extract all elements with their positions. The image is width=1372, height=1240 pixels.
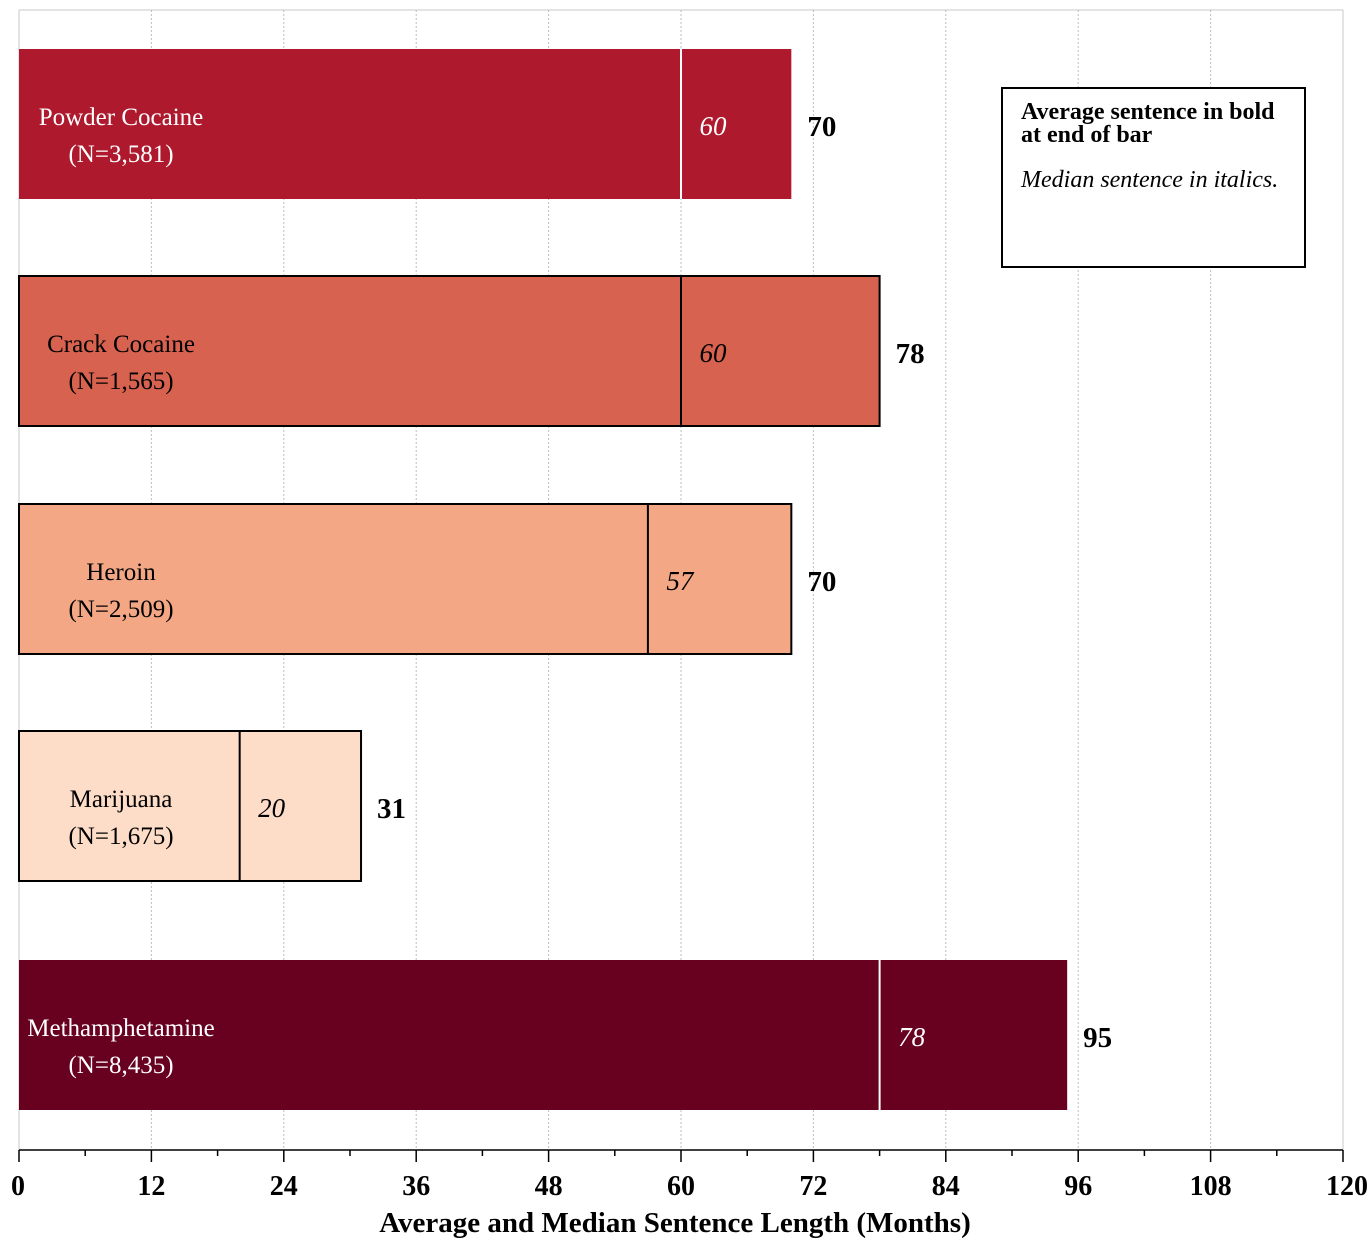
median-value-label: 57 bbox=[666, 566, 695, 596]
x-tick-label: 12 bbox=[137, 1171, 165, 1202]
bar-n-label: (N=2,509) bbox=[68, 596, 173, 623]
bar-group: Crack Cocaine (N=1,565) 60 78 bbox=[18, 275, 925, 427]
average-value-label: 31 bbox=[377, 793, 406, 825]
legend-note-box: Average sentence in bold at end of bar M… bbox=[1001, 87, 1306, 268]
median-value-label: 60 bbox=[700, 338, 728, 368]
average-value-label: 95 bbox=[1083, 1022, 1112, 1054]
x-axis: 0 12 24 36 48 60 72 84 96 108 120 bbox=[11, 1149, 1368, 1202]
bar-category-label: Powder Cocaine bbox=[39, 104, 204, 131]
x-tick-label: 24 bbox=[270, 1171, 298, 1202]
bar-group: Powder Cocaine (N=3,581) 60 70 bbox=[19, 49, 836, 199]
bar-group: Marijuana (N=1,675) 20 31 bbox=[18, 730, 406, 882]
x-tick-label: 0 bbox=[11, 1171, 25, 1202]
bar bbox=[18, 730, 363, 882]
bar bbox=[18, 275, 881, 427]
bars: Powder Cocaine (N=3,581) 60 70 Crack Cocaine… bbox=[18, 49, 1112, 1110]
bar-category-label: Heroin bbox=[86, 559, 156, 586]
average-value-label: 78 bbox=[896, 338, 925, 370]
bar-n-label: (N=3,581) bbox=[68, 141, 173, 168]
x-tick-label: 96 bbox=[1064, 1171, 1092, 1202]
bar bbox=[19, 960, 1068, 1110]
bar-n-label: (N=1,675) bbox=[68, 823, 173, 850]
x-axis-title: Average and Median Sentence Length (Mont… bbox=[379, 1207, 971, 1239]
average-note: Average sentence in bold at end of bar bbox=[1021, 99, 1275, 148]
x-tick-label: 72 bbox=[799, 1171, 827, 1202]
bar-category-label: Marijuana bbox=[70, 786, 173, 813]
bar bbox=[19, 49, 792, 199]
bar-category-label: Crack Cocaine bbox=[47, 331, 195, 358]
median-value-label: 60 bbox=[700, 111, 728, 141]
x-tick-label: 84 bbox=[932, 1171, 960, 1202]
x-tick-label: 36 bbox=[402, 1171, 430, 1202]
average-value-label: 70 bbox=[807, 566, 836, 598]
bar bbox=[18, 503, 793, 655]
bar-n-label: (N=8,435) bbox=[68, 1052, 173, 1079]
bar-category-label: Methamphetamine bbox=[27, 1015, 214, 1042]
x-tick-label: 48 bbox=[535, 1171, 563, 1202]
x-tick-label: 60 bbox=[667, 1171, 695, 1202]
average-value-label: 70 bbox=[807, 111, 836, 143]
x-tick-label: 120 bbox=[1326, 1171, 1368, 1202]
median-note: Median sentence in italics. bbox=[1021, 167, 1279, 193]
x-tick-label: 108 bbox=[1190, 1171, 1232, 1202]
bar-group: Heroin (N=2,509) 57 70 bbox=[18, 503, 836, 655]
bar-group: Methamphetamine (N=8,435) 78 95 bbox=[19, 960, 1112, 1110]
median-value-label: 20 bbox=[258, 793, 286, 823]
bar-n-label: (N=1,565) bbox=[68, 368, 173, 395]
median-value-label: 78 bbox=[898, 1022, 926, 1052]
